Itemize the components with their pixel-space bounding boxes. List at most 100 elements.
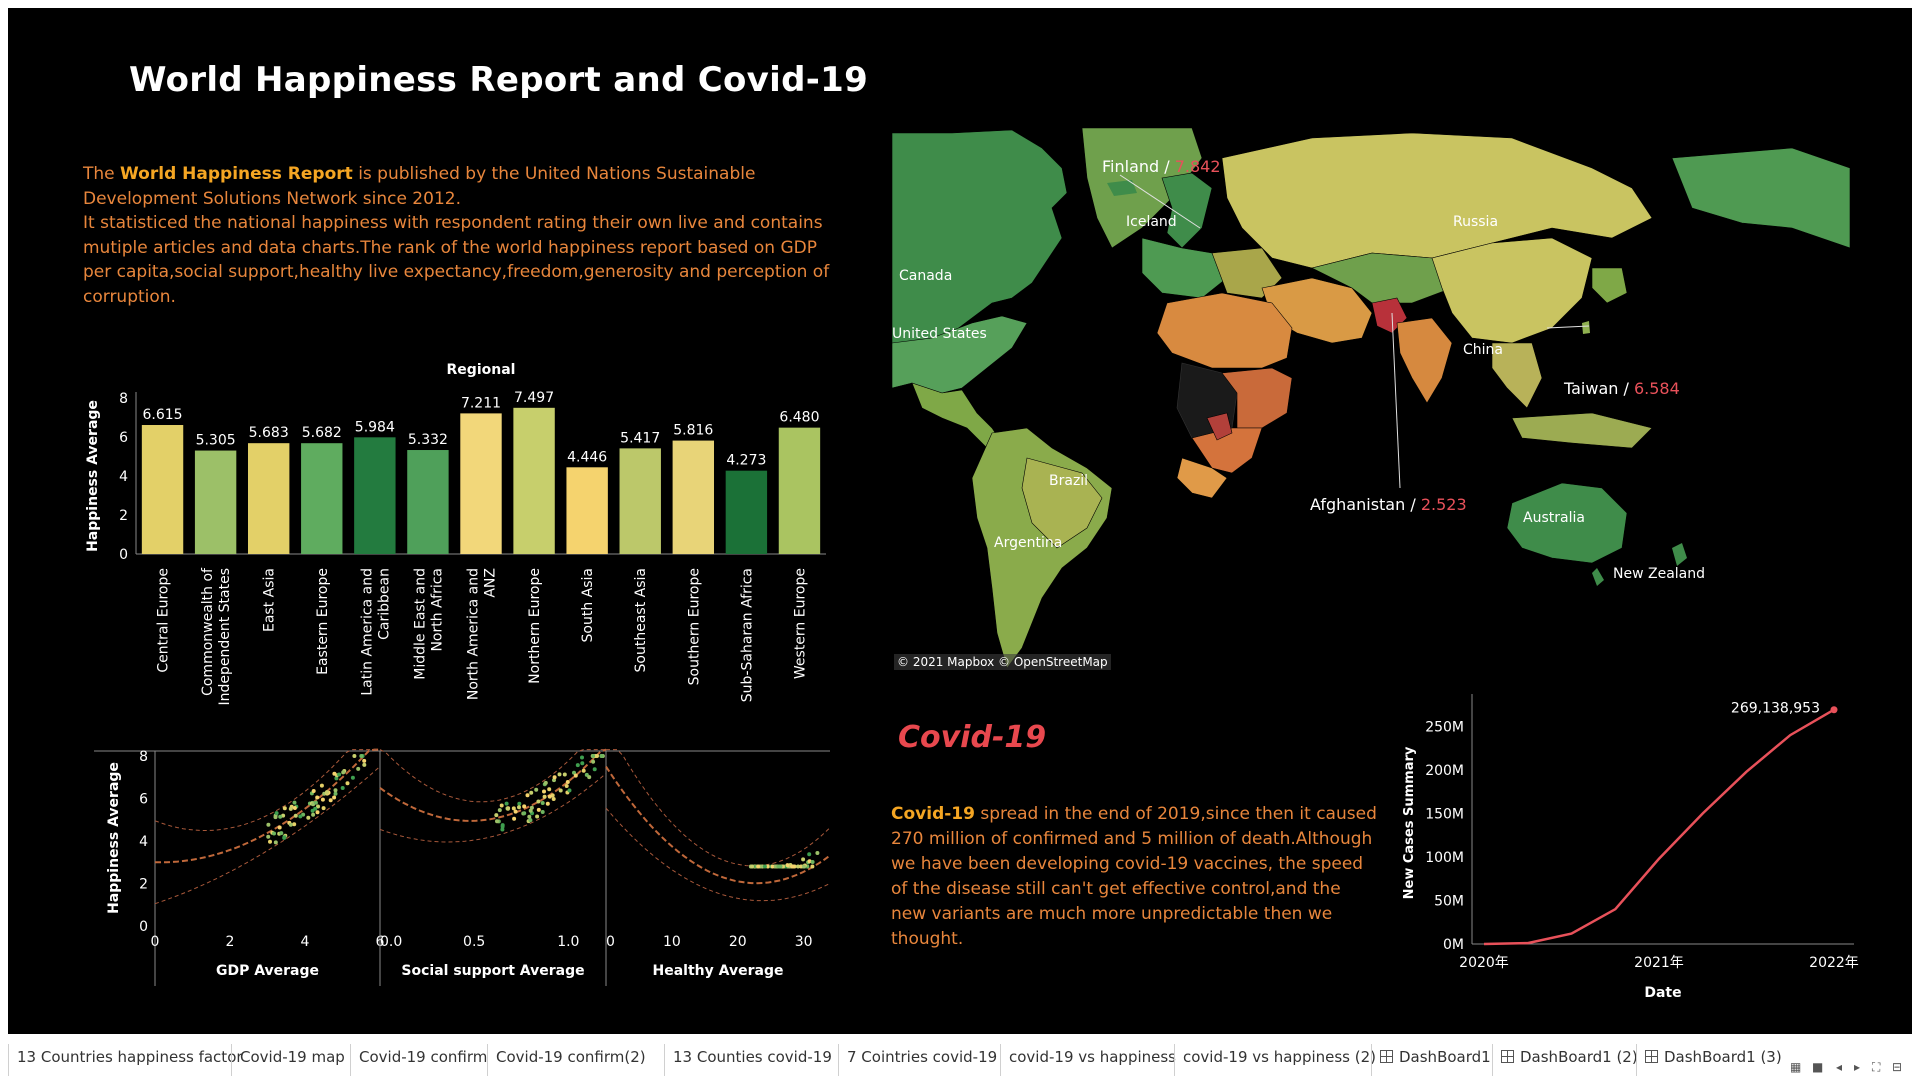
country-shape[interactable] (1176, 457, 1228, 499)
bar (566, 467, 608, 554)
scatter-x-axis-label: Social support Average (401, 963, 584, 979)
bar-data-label: 7.497 (514, 390, 554, 406)
tab-13-counties-covid-19[interactable]: 13 Counties covid-19 (673, 1048, 832, 1066)
bar-data-label: 6.480 (779, 410, 819, 426)
map-label-united-states: United States (892, 326, 987, 342)
intro-rest: is published by the United Nations Susta… (83, 164, 756, 209)
tab-covid-19-vs-happiness-2-[interactable]: covid-19 vs happiness (2) (1183, 1048, 1376, 1066)
country-shape[interactable] (1161, 172, 1213, 249)
country-shape[interactable] (1672, 543, 1687, 566)
tab-separator (8, 1044, 9, 1076)
bar-data-label: 4.273 (726, 453, 766, 469)
bar-category-label-line: Western Europe (792, 568, 808, 679)
dashboard: World Happiness Report and Covid-19 The … (8, 8, 1912, 1034)
finland-callout-line (1119, 174, 1201, 229)
country-shape[interactable] (1506, 482, 1628, 564)
scatter-point (573, 773, 578, 778)
tab-13-countries-happiness-factor[interactable]: 13 Countries happiness factor (17, 1048, 243, 1066)
line-y-tick-label: 0M (1443, 937, 1464, 953)
tab-label: covid-19 vs happiness (1009, 1048, 1176, 1066)
country-shape[interactable] (1592, 568, 1604, 586)
bar-category-label: Eastern Europe (315, 568, 331, 675)
intro-line2: It statisticed the national happiness wi… (83, 213, 830, 307)
scatter-point (575, 763, 580, 768)
scatter-point (362, 758, 367, 763)
country-shape[interactable] (1591, 267, 1628, 304)
afghanistan-callout[interactable]: Afghanistan / 2.523 (1310, 495, 1467, 514)
scatter-point (791, 864, 796, 869)
taiwan-shape[interactable] (1582, 321, 1590, 334)
regional-bar-chart[interactable]: Regional Happiness Average 0 2 4 6 8 6.615 Centr… (8, 8, 1912, 1034)
taiwan-callout[interactable]: Taiwan / 6.584 (1564, 379, 1680, 398)
country-shape[interactable] (1221, 367, 1293, 429)
scatter-point (536, 807, 541, 812)
scatter-y-axis-label: Happiness Average (106, 762, 122, 914)
scatter-trend-line (155, 748, 380, 864)
tab-covid-19-vs-happiness[interactable]: covid-19 vs happiness (1009, 1048, 1176, 1066)
line-y-tick-label: 200M (1425, 763, 1464, 779)
bar-data-label: 5.305 (196, 433, 236, 449)
country-shape[interactable] (1311, 252, 1453, 304)
map-attribution[interactable]: © 2021 Mapbox © OpenStreetMap (894, 654, 1111, 670)
tab-7-cointries-covid-19[interactable]: 7 Cointries covid-19 (847, 1048, 997, 1066)
country-shape[interactable] (1396, 317, 1453, 404)
bar-data-label: 6.615 (142, 407, 182, 423)
scatter-point (558, 788, 563, 793)
country-shape[interactable] (1221, 132, 1653, 269)
scatter-point (522, 811, 527, 816)
tab-covid-19-confirm-2-[interactable]: Covid-19 confirm(2) (496, 1048, 646, 1066)
tab-dashboard1[interactable]: DashBoard1 (1380, 1048, 1491, 1066)
scatter-point (529, 805, 534, 810)
bar (247, 443, 290, 554)
scatter-point (298, 814, 303, 819)
grid-view-icon[interactable]: ▦ (1790, 1060, 1802, 1074)
tab-label: 7 Cointries covid-19 (847, 1048, 998, 1066)
country-shape[interactable] (1021, 457, 1103, 549)
country-shape[interactable] (1081, 128, 1203, 249)
scatter-x-tick-label: 2 (226, 934, 235, 950)
country-shape[interactable] (892, 315, 1028, 394)
country-shape[interactable] (1141, 237, 1228, 299)
line-x-axis-label: Date (1644, 985, 1681, 1001)
bar-data-label: 5.417 (620, 430, 660, 446)
world-map[interactable] (892, 128, 1850, 678)
bar-category-label-line: Northern Europe (527, 568, 543, 684)
country-shape[interactable] (1491, 342, 1543, 409)
country-shape[interactable] (1511, 412, 1653, 449)
country-shape[interactable] (1156, 292, 1293, 369)
covid-cases-end-point (1830, 706, 1838, 714)
fit-icon[interactable]: ⛶ (1872, 1060, 1881, 1074)
bar (513, 407, 555, 554)
country-shape[interactable] (1671, 147, 1850, 249)
scatter-point (807, 852, 812, 857)
scatter-point (543, 780, 548, 785)
finland-callout[interactable]: Finland / 7.842 (1102, 157, 1221, 176)
scatter-point (272, 831, 276, 836)
scroll-left-icon[interactable]: ◂ (1836, 1060, 1843, 1074)
scatter-point (513, 809, 518, 814)
scatter-point (334, 776, 339, 781)
scatter-point (497, 808, 502, 813)
map-label-argentina: Argentina (994, 535, 1063, 551)
tab-covid-19-map[interactable]: Covid-19 map (240, 1048, 345, 1066)
list-view-icon[interactable]: ■ (1812, 1060, 1824, 1074)
tab-covid-19-confirm[interactable]: Covid-19 confirm (359, 1048, 487, 1066)
map-label-brazil: Brazil (1049, 473, 1089, 489)
bar-category-label-line: South Asia (580, 568, 596, 642)
scroll-right-icon[interactable]: ▸ (1854, 1060, 1861, 1074)
tab-dashboard1-2-[interactable]: DashBoard1 (2) (1501, 1048, 1638, 1066)
tab-dashboard1-3-[interactable]: DashBoard1 (3) (1645, 1048, 1782, 1066)
bar-data-label: 5.682 (302, 425, 342, 441)
bar-category-label-line: East Asia (262, 568, 278, 632)
scatter-point (796, 864, 801, 869)
iceland-shape[interactable] (1107, 180, 1137, 196)
bar-data-label: 5.332 (408, 432, 448, 448)
tab-separator (1492, 1044, 1493, 1076)
scatter-point (320, 797, 325, 802)
finland-name: Finland (1102, 157, 1160, 176)
scatter-point (528, 808, 533, 813)
presentation-icon[interactable]: ⊟ (1892, 1060, 1903, 1074)
bar (141, 425, 184, 554)
tab-label: DashBoard1 (1399, 1048, 1491, 1066)
country-shape[interactable] (1206, 412, 1233, 441)
